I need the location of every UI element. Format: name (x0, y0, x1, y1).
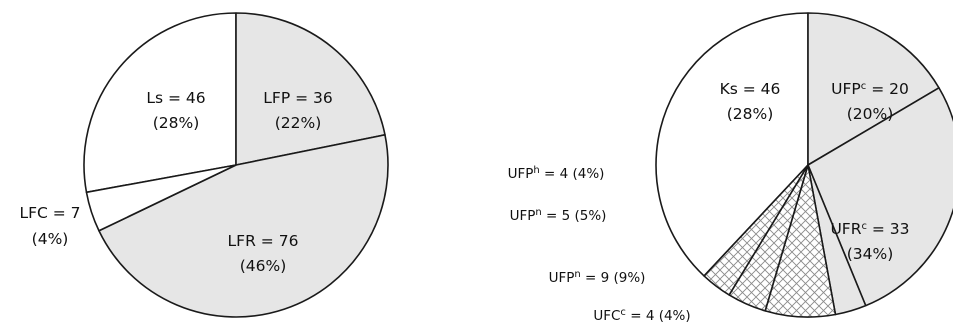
label-ls-percent: (28%) (153, 114, 200, 132)
pie1-slice-2 (98, 134, 389, 318)
label-ufpc: UFPc = 20 (831, 80, 909, 98)
label-ufpn-9: UFPn = 9 (9%) (549, 269, 646, 286)
label-ufph: UFPh = 4 (4%) (508, 165, 605, 182)
label-lfc: LFC = 7 (19, 204, 80, 222)
label-lfr-percent: (46%) (240, 257, 287, 275)
label-lfp-percent: (22%) (275, 114, 322, 132)
pie2-slice-6 (703, 164, 809, 296)
label-ks: Ks = 46 (720, 80, 781, 98)
label-lfp: LFP = 36 (263, 89, 332, 107)
label-ufpc-percent: (20%) (847, 105, 894, 123)
pie2-slice-0 (655, 12, 809, 277)
pie1-slice-0 (83, 12, 237, 194)
label-ufcc: UFCc = 4 (4%) (593, 307, 690, 324)
label-ufrc: UFRc = 33 (830, 220, 909, 238)
label-ufrc-percent: (34%) (847, 245, 894, 263)
pie-chart-left (83, 12, 389, 318)
label-lfr: LFR = 76 (228, 232, 299, 250)
label-ls: Ls = 46 (146, 89, 205, 107)
label-ufpn-5: UFPn = 5 (5%) (510, 207, 607, 224)
label-lfc-percent: (4%) (32, 230, 69, 248)
pie1-slice-3 (85, 164, 237, 232)
slice-labels: Ls = 46 (28%) LFP = 36 (22%) LFR = 76 (46%) LF… (19, 80, 909, 324)
pie2-slice-1 (807, 12, 940, 166)
pie1-slice-1 (235, 12, 386, 166)
pie2-slice-2 (807, 87, 953, 307)
label-ks-percent: (28%) (727, 105, 774, 123)
pie-chart-right (655, 12, 953, 318)
